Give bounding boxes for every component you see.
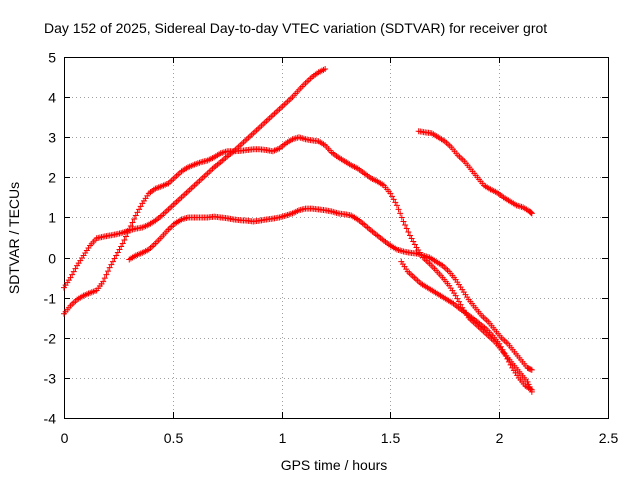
data-point [527, 209, 534, 216]
data-point [134, 209, 141, 216]
data-point [408, 235, 415, 242]
data-point [398, 214, 405, 221]
data-point [392, 199, 399, 206]
x-tick-label: 2 [496, 430, 504, 446]
x-tick-label: 1.5 [381, 430, 401, 446]
y-tick-labels: -4 -3 -2 -1 0 1 2 3 4 5 [44, 50, 57, 427]
data-point [455, 298, 462, 305]
y-tick-label: -1 [44, 291, 57, 307]
data-point [528, 366, 535, 373]
y-tick-label: 3 [48, 130, 56, 146]
data-point [101, 275, 108, 282]
data-point [507, 361, 514, 368]
data-point [528, 210, 535, 217]
y-tick-label: 2 [48, 170, 56, 186]
data-point [502, 352, 509, 359]
data-point [395, 206, 402, 213]
data-point [496, 340, 503, 347]
data-point [114, 249, 121, 256]
y-tick-label: -4 [44, 411, 57, 427]
data-point [72, 265, 79, 272]
data-point [499, 346, 506, 353]
data-point [410, 238, 417, 245]
y-axis-label: SDTVAR / TECUs [6, 182, 22, 294]
data-point [121, 237, 128, 244]
data-series [61, 66, 535, 395]
y-tick-label: -3 [44, 371, 57, 387]
x-axis-label: GPS time / hours [281, 457, 388, 473]
data-point [397, 210, 404, 217]
data-point [389, 193, 396, 200]
data-point [70, 268, 77, 275]
series-track-a [61, 66, 329, 291]
x-tick-label: 0.5 [164, 430, 184, 446]
chart-title: Day 152 of 2025, Sidereal Day-to-day VTE… [44, 20, 547, 36]
data-point [501, 349, 508, 356]
y-tick-label: -2 [44, 331, 57, 347]
data-point [127, 222, 134, 229]
data-point [132, 212, 139, 219]
data-point [67, 274, 74, 281]
data-point [123, 233, 130, 240]
data-point [452, 292, 459, 299]
y-tick-label: 1 [48, 210, 56, 226]
series-track-c [126, 205, 535, 373]
data-point [322, 66, 329, 73]
data-point [528, 209, 535, 216]
data-point [504, 355, 511, 362]
data-point [528, 386, 535, 393]
data-point [106, 264, 113, 271]
data-point [390, 196, 397, 203]
data-point [497, 343, 504, 350]
data-point [113, 252, 120, 259]
data-point [111, 255, 118, 262]
x-tick-labels: 0 0.5 1 1.5 2 2.5 [61, 430, 619, 446]
series-track-e [398, 258, 535, 393]
data-point [402, 221, 409, 228]
data-point [387, 190, 394, 197]
data-point [100, 278, 107, 285]
y-tick-label: 5 [48, 50, 56, 66]
data-point [108, 261, 115, 268]
data-point [129, 219, 136, 226]
data-point [454, 295, 461, 302]
series-track-b [61, 134, 535, 395]
data-point [393, 202, 400, 209]
data-point [124, 229, 131, 236]
grid-lines [64, 57, 608, 418]
data-point [400, 218, 407, 225]
data-point [136, 206, 143, 213]
data-point [411, 241, 418, 248]
data-point [524, 378, 531, 385]
data-point [126, 226, 133, 233]
data-point [403, 225, 410, 232]
series-track-d [415, 128, 535, 217]
data-point [137, 203, 144, 210]
data-point [116, 246, 123, 253]
data-point [505, 358, 512, 365]
y-tick-label: 4 [48, 90, 56, 106]
y-tick-label: 0 [48, 251, 56, 267]
plot-frame [64, 57, 609, 419]
data-point [118, 243, 125, 250]
data-point [527, 366, 534, 373]
x-tick-label: 1 [279, 430, 287, 446]
data-point [406, 232, 413, 239]
x-tick-label: 0 [61, 430, 69, 446]
data-point [405, 228, 412, 235]
data-point [131, 215, 138, 222]
data-point [119, 240, 126, 247]
data-point [103, 271, 110, 278]
axis-ticks [64, 57, 609, 419]
x-tick-label: 2.5 [599, 430, 619, 446]
data-point [69, 271, 76, 278]
data-point [105, 268, 112, 275]
data-point [109, 258, 116, 265]
